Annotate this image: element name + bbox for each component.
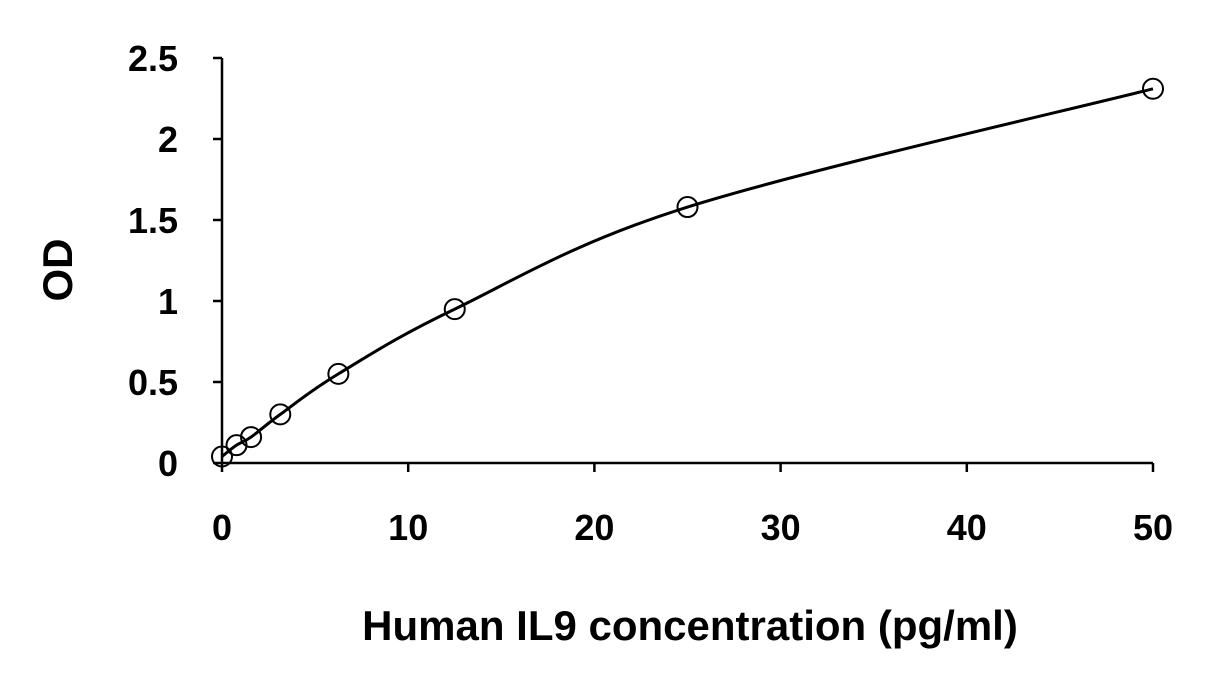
data-points [211,77,1164,468]
data-point-7 [1142,77,1164,100]
x-axis-title: Human IL9 concentration (pg/ml) [362,602,1018,649]
data-point-0 [211,445,233,468]
data-point-4 [327,362,350,385]
y-ticks [213,56,222,465]
x-tick-labels: 0 10 20 30 40 50 [212,507,1173,548]
y-tick-label-1: 0.5 [128,362,178,403]
y-tick-labels: 0 0.5 1 1.5 2 2.5 [128,38,178,484]
x-tick-label-2: 20 [574,507,614,548]
axes [220,58,1153,465]
y-tick-label-0: 0 [158,443,178,484]
x-tick-label-1: 10 [388,507,428,548]
x-tick-label-0: 0 [212,507,232,548]
data-point-2 [240,426,263,449]
y-tick-label-4: 2 [158,119,178,160]
y-tick-label-2: 1 [158,281,178,322]
x-tick-label-4: 40 [947,507,987,548]
x-tick-label-3: 30 [761,507,801,548]
data-point-3 [269,403,292,426]
x-ticks [220,463,1155,472]
data-point-6 [676,196,699,219]
fit-curve [221,87,1154,458]
x-tick-label-5: 50 [1133,507,1173,548]
data-point-5 [443,298,466,321]
y-tick-label-3: 1.5 [128,200,178,241]
y-axis-title: OD [34,239,81,302]
y-tick-label-5: 2.5 [128,38,178,79]
